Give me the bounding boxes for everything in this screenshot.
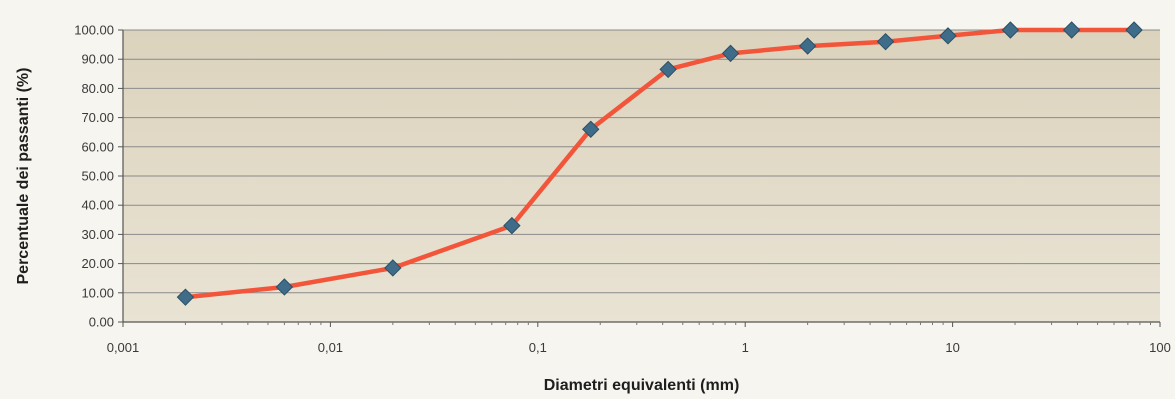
data-point [798, 37, 817, 55]
axes [122, 30, 1161, 327]
x-tick-label: 10 [945, 340, 959, 355]
x-tick-labels: 0,001 0,01 0,1 1 10 100 [107, 340, 1171, 355]
data-point [176, 288, 195, 306]
data-point [939, 27, 957, 45]
x-tick-label: 0,01 [318, 340, 343, 355]
data-point [659, 60, 677, 79]
x-tick-label: 100 [1149, 340, 1171, 355]
x-tick-label: 1 [742, 340, 749, 355]
data-point [275, 278, 294, 296]
y-tick-label: 0.00 [89, 315, 114, 330]
x-tick-label: 0,1 [529, 340, 547, 355]
x-axis-title: Diametri equivalenti (mm) [544, 377, 740, 394]
data-point [384, 259, 402, 277]
y-tick-label: 80.00 [81, 81, 114, 96]
y-axis-title: Percentuale dei passanti (%) [15, 68, 32, 285]
y-tick-label: 10.00 [81, 285, 114, 300]
x-tick-label: 0,001 [107, 340, 140, 355]
y-tick-label: 50.00 [81, 169, 114, 184]
data-point [1125, 21, 1143, 39]
data-point [582, 120, 600, 138]
y-tick-label: 20.00 [81, 256, 114, 271]
y-tick-label: 100.00 [74, 23, 114, 38]
y-tick-label: 60.00 [81, 139, 114, 154]
data-point [721, 44, 740, 63]
y-tick-labels: 0.00 10.00 20.00 30.00 40.00 50.00 60.00 70.00 8… [74, 23, 114, 330]
y-tick-label: 40.00 [81, 198, 114, 213]
y-tick-label: 70.00 [81, 110, 114, 125]
y-tick-label: 90.00 [81, 52, 114, 67]
y-tick-label: 30.00 [81, 227, 114, 242]
data-point [876, 32, 895, 51]
y-gridlines [118, 29, 1160, 323]
data-point [1001, 21, 1020, 39]
data-point [503, 216, 521, 235]
data-point [1062, 21, 1081, 39]
series-points-group [176, 21, 1143, 306]
